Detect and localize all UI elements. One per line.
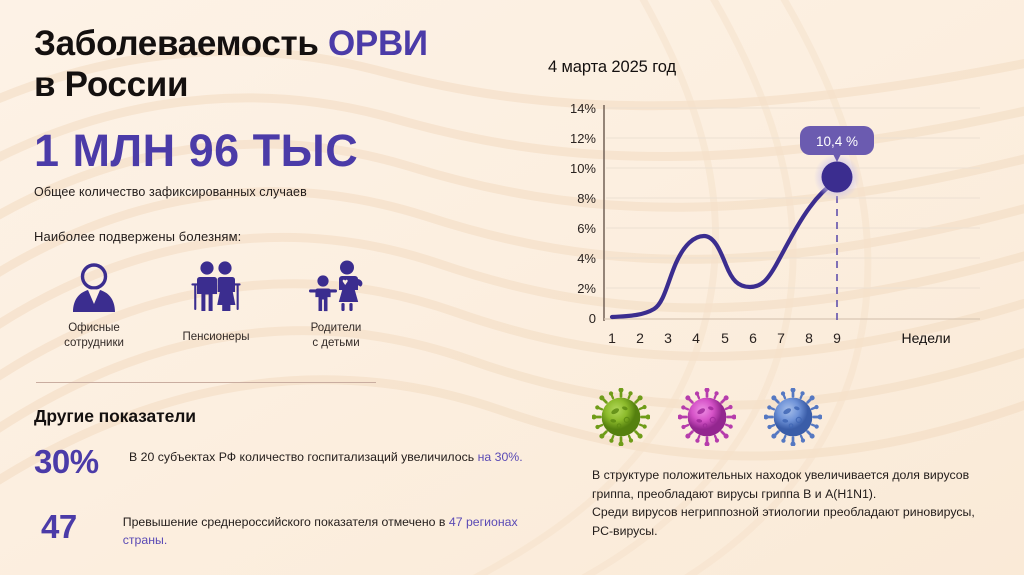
footer-description: В структуре положительных находок увелич… xyxy=(592,466,992,541)
y-tick-4: 4% xyxy=(577,251,596,266)
highlight-point-marker[interactable] xyxy=(821,161,853,193)
chart-tooltip-label: 10,4 % xyxy=(816,134,858,149)
risk-groups-row: Офисные сотрудники xyxy=(34,258,394,352)
stat-row-regions: 47 Превышение среднероссийского показате… xyxy=(34,508,534,550)
title-accent-orvi: ОРВИ xyxy=(327,24,428,63)
y-tick-8: 8% xyxy=(577,191,596,206)
footer-paragraph-2: Среди вирусов негриппозной этиологии пре… xyxy=(592,505,975,539)
x-tick-6: 6 xyxy=(749,330,757,345)
stat-text-regions: Превышение среднероссийского показателя … xyxy=(122,515,518,547)
section-divider xyxy=(36,382,376,383)
risk-group-parents-with-children: Родители с детьми xyxy=(278,258,394,352)
chart-gridlines xyxy=(606,107,980,289)
chart-line-series xyxy=(609,177,840,320)
stat-row-hospitalizations: 30% В 20 субъектах РФ количество госпита… xyxy=(34,443,523,480)
x-tick-3: 3 xyxy=(664,330,672,345)
y-tick-0: 0 xyxy=(589,311,596,326)
chart-y-tick-labels: 14% 12% 10% 8% 6% 4% 2% 0 xyxy=(570,101,596,326)
virus-magenta-icon xyxy=(678,388,736,446)
y-tick-6: 6% xyxy=(577,221,596,236)
chart-date-heading: 4 марта 2025 год xyxy=(548,58,677,76)
stat-text-hospitalizations: В 20 субъектах РФ количество госпитализа… xyxy=(129,450,523,464)
y-tick-14: 14% xyxy=(570,101,596,116)
right-column: 4 марта 2025 год xyxy=(548,58,998,77)
risk-group-pensioners-caption: Пенсионеры xyxy=(182,330,250,343)
x-tick-1: 1 xyxy=(608,330,616,345)
incidence-line-chart: 14% 12% 10% 8% 6% 4% 2% 0 10,4 % xyxy=(548,95,988,345)
risk-groups-label: Наиболее подвержены болезням: xyxy=(34,228,242,244)
risk-group-office-workers: Офисные сотрудники xyxy=(34,258,154,352)
virus-blue-icon xyxy=(764,388,822,446)
chart-x-axis-title: Недели xyxy=(901,330,950,345)
other-indicators-heading: Другие показатели xyxy=(34,406,196,426)
risk-group-parents-caption: Родители с детьми xyxy=(310,321,362,350)
virus-green-icon xyxy=(592,388,650,446)
left-column: Заболеваемость ОРВИ в России 1 МЛН 96 ТЫ… xyxy=(34,24,534,547)
y-tick-12: 12% xyxy=(570,131,596,146)
y-tick-2: 2% xyxy=(577,281,596,296)
parent-with-child-icon xyxy=(278,258,394,312)
x-tick-4: 4 xyxy=(692,330,700,345)
chart-x-tick-labels: 1 2 3 4 5 6 7 8 9 xyxy=(608,330,841,345)
title-plain: Заболеваемость xyxy=(34,24,328,63)
office-worker-icon xyxy=(34,258,154,312)
virus-illustrations-row xyxy=(592,388,822,446)
footer-paragraph-1: В структуре положительных находок увелич… xyxy=(592,468,970,501)
risk-group-pensioners: Пенсионеры xyxy=(154,258,278,352)
y-tick-10: 10% xyxy=(570,161,596,176)
total-cases-caption: Общее количество зафиксированных случаев xyxy=(34,184,307,199)
chart-svg: 14% 12% 10% 8% 6% 4% 2% 0 10,4 % xyxy=(570,101,980,345)
x-tick-2: 2 xyxy=(636,330,644,345)
total-cases-value: 1 МЛН 96 ТЫС xyxy=(34,124,359,176)
chart-tooltip: 10,4 % xyxy=(800,126,874,162)
risk-group-office-caption: Офисные сотрудники xyxy=(64,321,124,350)
x-tick-9: 9 xyxy=(833,330,841,345)
page-title: Заболеваемость ОРВИ в России xyxy=(34,24,534,106)
stat-value-47: 47 xyxy=(41,508,77,545)
elderly-couple-icon xyxy=(154,258,278,312)
title-line2: в России xyxy=(34,64,189,104)
stat-value-30-percent: 30% xyxy=(34,443,99,480)
x-tick-7: 7 xyxy=(777,330,785,345)
x-tick-8: 8 xyxy=(805,330,813,345)
x-tick-5: 5 xyxy=(721,330,729,345)
